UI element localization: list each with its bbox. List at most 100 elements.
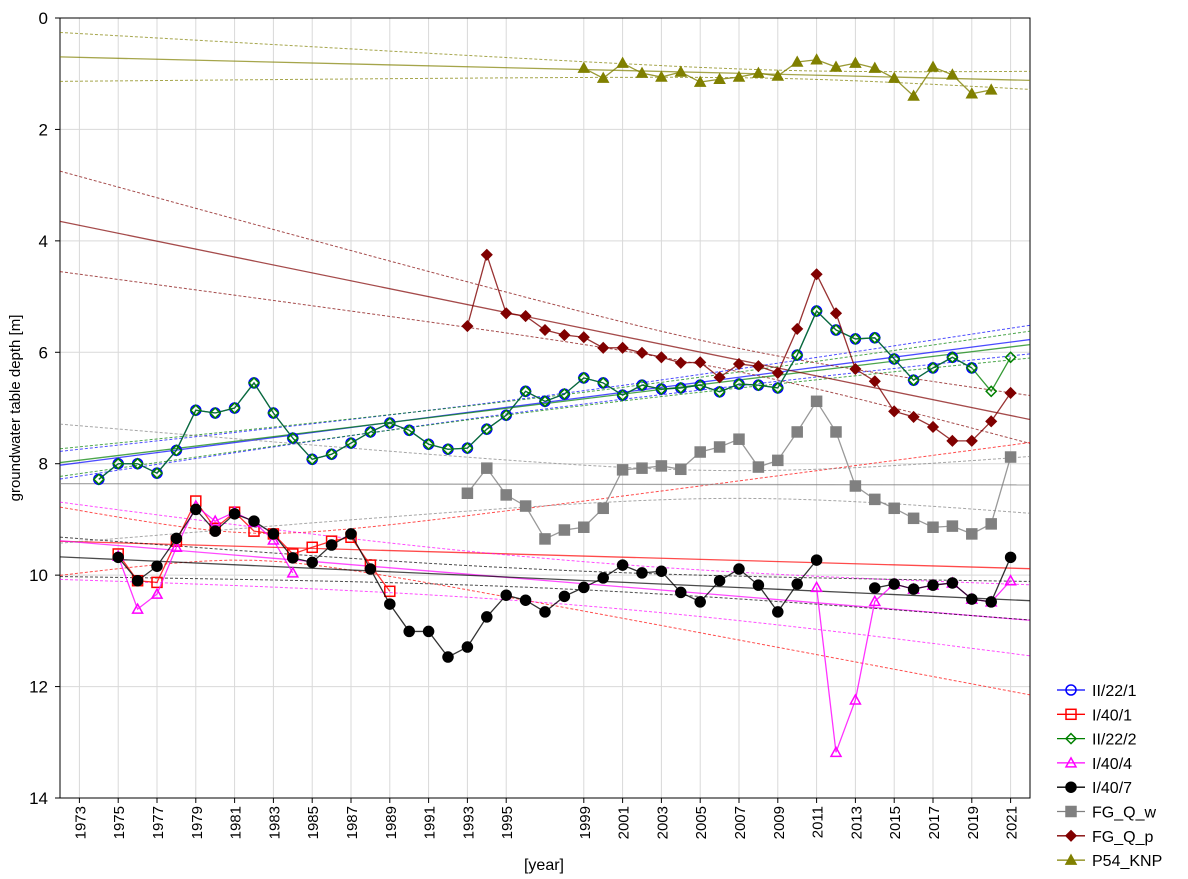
marker [558,524,571,536]
marker [538,395,552,408]
marker [461,320,474,333]
marker [772,606,784,618]
marker [752,579,765,591]
trend-line [60,338,1030,466]
marker [869,582,881,594]
marker [907,374,920,387]
marker [752,66,765,78]
marker [849,332,862,345]
confidence-band [60,170,1030,397]
marker [519,594,532,606]
marker [422,438,435,451]
marker [500,409,513,422]
confidence-band [60,76,1030,90]
marker [635,346,649,359]
legend-label: II/22/1 [1092,683,1137,700]
marker [287,552,299,564]
marker [170,532,183,545]
marker [616,389,629,402]
x-tick-label: 2021 [1004,806,1021,839]
marker [946,351,959,364]
marker [946,68,959,80]
marker [907,583,920,595]
marker [965,434,978,447]
marker [1064,732,1078,745]
marker [926,60,940,72]
series-line [98,309,1012,480]
marker [500,307,513,320]
trend-line [60,556,1030,602]
marker [131,457,144,470]
marker [830,426,842,438]
marker [655,382,668,396]
marker [694,596,706,608]
confidence-band [60,497,1030,544]
marker [926,361,940,374]
marker [984,83,998,95]
marker [344,437,358,450]
marker [927,579,939,591]
marker [481,462,493,474]
marker [810,53,823,65]
marker [189,404,202,417]
trend-line [60,540,1030,570]
marker [732,377,746,391]
marker [694,446,706,458]
marker [209,525,221,537]
marker [247,376,261,389]
marker [383,416,396,430]
marker [422,625,435,638]
marker [635,66,649,78]
marker [1065,781,1077,793]
confidence-band [60,501,1030,586]
marker [771,69,785,81]
marker [655,460,668,472]
marker [1065,684,1077,696]
marker [752,360,765,373]
confidence-band [60,31,1030,73]
marker [694,356,707,369]
x-tick-label: 2003 [654,806,671,839]
x-tick-label: 2009 [771,806,788,839]
marker [597,341,610,354]
marker [1004,351,1017,364]
marker [616,464,629,476]
marker [325,539,338,551]
marker [461,442,474,455]
plot-area [60,31,1030,758]
marker [791,349,804,362]
marker [403,625,415,638]
marker [868,61,882,73]
confidence-band [60,559,1030,696]
marker [306,541,318,554]
marker [616,341,629,354]
marker [636,567,648,579]
marker [364,425,377,439]
marker [306,556,318,569]
marker [1065,708,1077,721]
legend-label: I/40/1 [1092,707,1132,724]
marker [985,385,998,398]
legend-label: I/40/7 [1092,780,1132,797]
marker [985,415,998,428]
y-tick-label: 10 [29,566,48,585]
marker [926,420,940,434]
marker [539,533,551,545]
marker [966,528,978,540]
marker [966,593,978,605]
marker [713,371,726,384]
marker [985,596,997,608]
marker [597,376,610,389]
marker [170,540,183,553]
marker [675,463,687,476]
series-line [117,499,391,592]
marker [655,70,668,82]
marker [558,590,571,603]
marker [636,462,648,474]
x-tick-label: 2005 [693,806,710,839]
x-tick-label: 1977 [150,806,167,839]
marker [869,493,881,506]
marker [461,641,474,653]
legend-label: I/40/4 [1092,756,1132,773]
